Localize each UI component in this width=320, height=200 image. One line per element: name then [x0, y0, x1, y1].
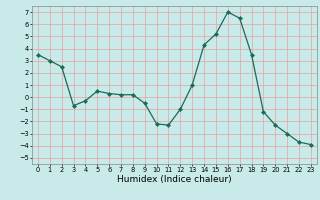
X-axis label: Humidex (Indice chaleur): Humidex (Indice chaleur) [117, 175, 232, 184]
